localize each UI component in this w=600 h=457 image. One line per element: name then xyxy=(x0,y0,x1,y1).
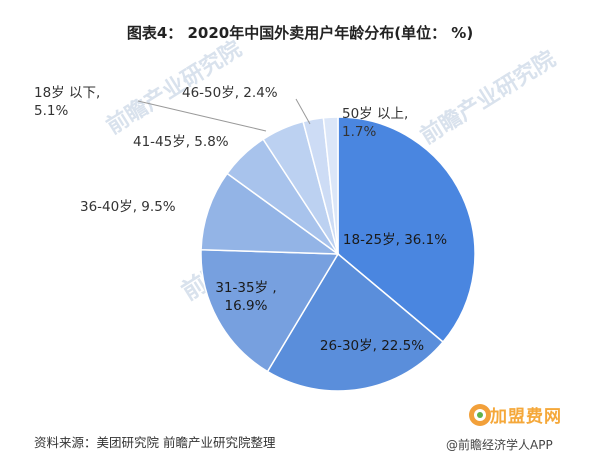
source-note: 资料来源：美团研究院 前瞻产业研究院整理 xyxy=(34,435,276,450)
slice-label-4: 41-45岁, 5.8% xyxy=(133,134,229,150)
slice-label-3: 36-40岁, 9.5% xyxy=(80,199,176,215)
brand-logo-icon xyxy=(469,404,491,426)
slice-label-2: 31-35岁 , xyxy=(215,280,276,296)
pie-slice-7 xyxy=(322,116,339,255)
pie-slice-0 xyxy=(337,116,476,344)
chart-title: 图表4： 2020年中国外卖用户年龄分布(单位： %) xyxy=(126,24,474,42)
pie-slice-1 xyxy=(266,252,445,392)
slice-label-2: 16.9% xyxy=(225,298,268,314)
leader-line-6 xyxy=(295,98,311,125)
slice-label-6: 46-50岁, 2.4% xyxy=(182,85,278,101)
slice-label-7: 50岁 以上, xyxy=(342,106,408,122)
pie-slice-3 xyxy=(200,172,341,255)
brand-logo-text: 加盟费网 xyxy=(490,407,562,427)
slice-label-7: 1.7% xyxy=(342,124,376,140)
pie-slice-2 xyxy=(200,248,340,373)
slice-label-5: 5.1% xyxy=(34,103,68,119)
slice-label-1: 26-30岁, 22.5% xyxy=(320,338,424,354)
leader-line-5 xyxy=(137,100,267,132)
brand-site: @前瞻经济学人APP xyxy=(446,438,553,452)
slice-label-0: 18-25岁, 36.1% xyxy=(343,232,447,248)
slice-label-5: 18岁 以下, xyxy=(34,85,100,101)
